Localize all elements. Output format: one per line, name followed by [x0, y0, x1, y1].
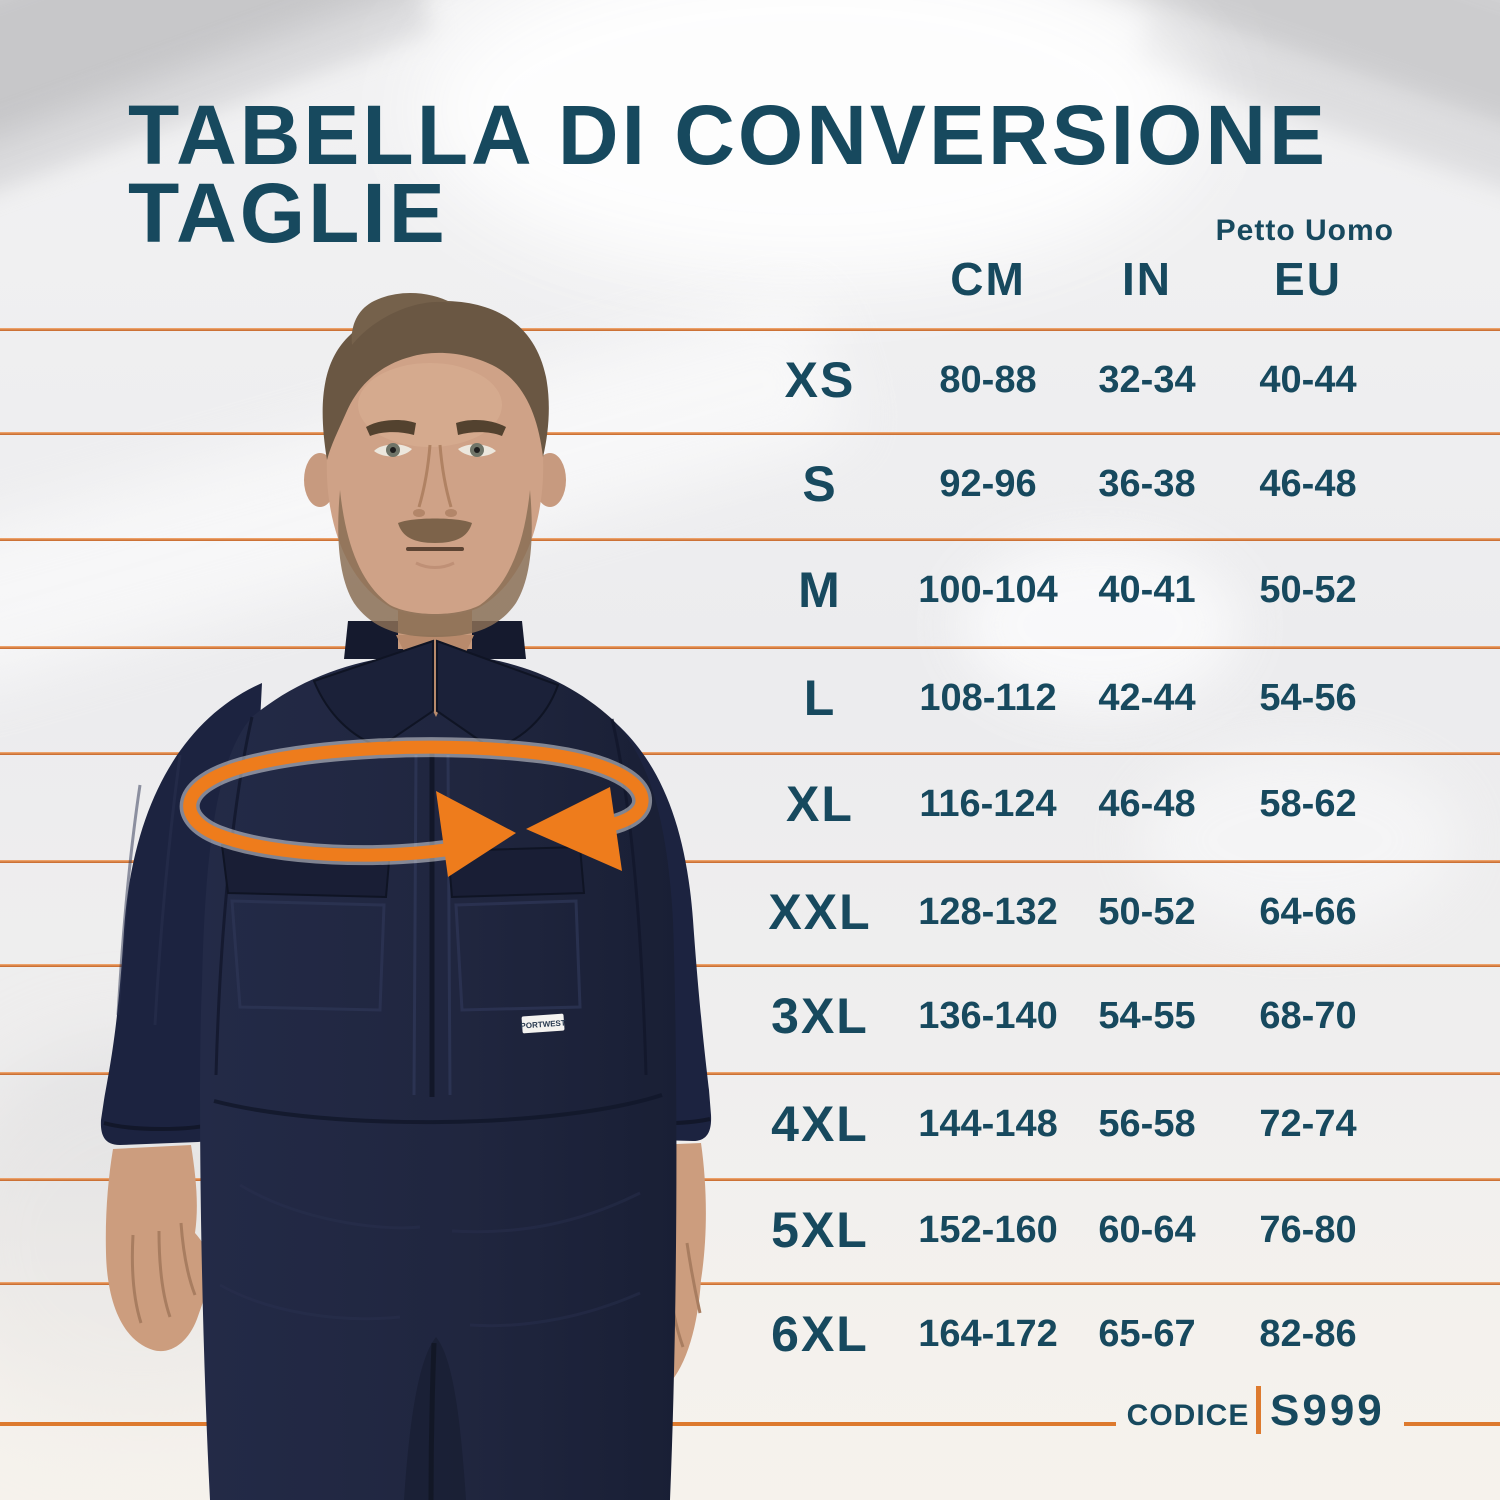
size-label: XXL — [768, 884, 872, 940]
table-row: 3XL 136-140 54-55 68-70 — [0, 964, 1500, 1069]
codice-line-right — [1404, 1422, 1500, 1426]
size-label: XL — [786, 776, 854, 832]
eu-value: 72-74 — [1259, 1103, 1357, 1145]
eu-value: 82-86 — [1259, 1313, 1357, 1355]
row-divider — [0, 964, 1500, 967]
pocket-brand-tag: PORTWEST — [520, 1013, 566, 1034]
size-label: 5XL — [771, 1202, 869, 1258]
size-label: L — [803, 670, 837, 726]
page-subtitle: Petto Uomo — [1215, 214, 1394, 247]
column-header-eu: EU — [1274, 253, 1342, 305]
table-row: 6XL 164-172 65-67 82-86 — [0, 1282, 1500, 1387]
row-divider — [0, 860, 1500, 863]
size-label: 6XL — [771, 1306, 869, 1362]
row-divider — [0, 1072, 1500, 1075]
page-title-line2: TAGLIE — [128, 166, 448, 260]
in-value: 42-44 — [1098, 677, 1196, 719]
size-label: S — [802, 456, 838, 512]
eu-value: 64-66 — [1259, 891, 1357, 933]
table-row: S 92-96 36-38 46-48 — [0, 432, 1500, 537]
eu-value: 68-70 — [1259, 995, 1357, 1037]
size-label: 4XL — [771, 1096, 869, 1152]
table-row: 5XL 152-160 60-64 76-80 — [0, 1178, 1500, 1283]
cm-value: 80-88 — [939, 359, 1037, 401]
table-row: XS 80-88 32-34 40-44 — [0, 328, 1500, 433]
cm-value: 128-132 — [918, 891, 1058, 933]
column-header-cm: CM — [950, 253, 1026, 305]
in-value: 36-38 — [1098, 463, 1196, 505]
chest-measure-arrow — [179, 737, 652, 877]
column-header-in: IN — [1122, 253, 1172, 305]
cm-value: 92-96 — [939, 463, 1037, 505]
size-label: 3XL — [771, 988, 869, 1044]
eu-value: 50-52 — [1259, 569, 1357, 611]
cm-value: 136-140 — [918, 995, 1058, 1037]
page-title: TABELLA DI CONVERSIONE TAGLIE — [128, 88, 1329, 260]
table-row: 4XL 144-148 56-58 72-74 — [0, 1072, 1500, 1177]
codice-value: S999 — [1270, 1386, 1385, 1435]
in-value: 56-58 — [1098, 1103, 1196, 1145]
size-label: XS — [784, 352, 856, 408]
in-value: 32-34 — [1098, 359, 1196, 401]
in-value: 40-41 — [1098, 569, 1196, 611]
codice-divider-bar — [1256, 1386, 1261, 1434]
model-chest-pockets: PORTWEST — [220, 843, 586, 1034]
table-row: M 100-104 40-41 50-52 — [0, 538, 1500, 643]
pocket-brand-tag-text: PORTWEST — [520, 1018, 566, 1030]
table-row: L 108-112 42-44 54-56 — [0, 646, 1500, 751]
row-divider — [0, 752, 1500, 755]
in-value: 65-67 — [1098, 1313, 1196, 1355]
eu-value: 54-56 — [1259, 677, 1357, 719]
in-value: 46-48 — [1098, 783, 1196, 825]
eu-value: 58-62 — [1259, 783, 1357, 825]
eu-value: 46-48 — [1259, 463, 1357, 505]
in-value: 50-52 — [1098, 891, 1196, 933]
page-title-line1: TABELLA DI CONVERSIONE — [128, 88, 1329, 182]
codice-label: CODICE — [1126, 1399, 1250, 1432]
in-value: 54-55 — [1098, 995, 1196, 1037]
eu-value: 76-80 — [1259, 1209, 1357, 1251]
cm-value: 116-124 — [919, 783, 1057, 825]
table-row: XXL 128-132 50-52 64-66 — [0, 860, 1500, 965]
table-row: XL 116-124 46-48 58-62 — [0, 752, 1500, 857]
in-value: 60-64 — [1098, 1209, 1196, 1251]
eu-value: 40-44 — [1259, 359, 1357, 401]
size-label: M — [798, 562, 842, 618]
